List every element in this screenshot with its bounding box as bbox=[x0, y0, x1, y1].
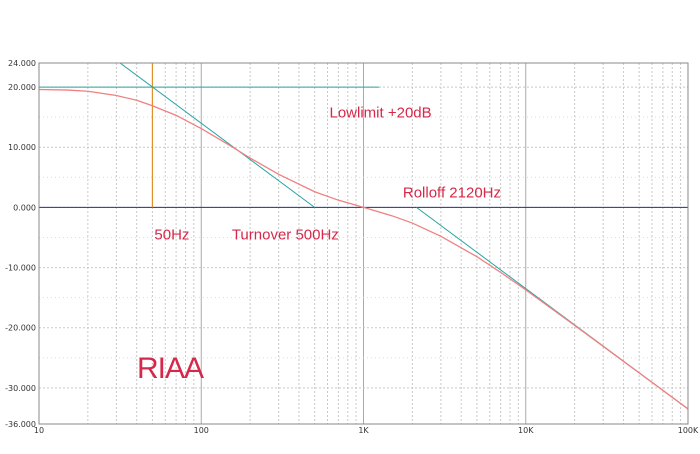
asymptote-line bbox=[119, 62, 315, 208]
x-tick-label: 100K bbox=[678, 426, 699, 435]
annotation-label: 50Hz bbox=[154, 226, 189, 243]
y-tick-label: -20.000 bbox=[5, 324, 36, 333]
annotation-label: Rolloff 2120Hz bbox=[403, 184, 501, 201]
annotation-label: Turnover 500Hz bbox=[232, 226, 339, 243]
y-tick-label: 10.000 bbox=[8, 143, 36, 152]
y-tick-label: 24.000 bbox=[8, 59, 36, 68]
annotation-label: Lowlimit +20dB bbox=[330, 104, 432, 121]
y-tick-label: 20.000 bbox=[8, 83, 36, 92]
x-tick-label: 1K bbox=[358, 426, 369, 435]
plot-frame bbox=[38, 62, 689, 425]
y-axis-tick-labels: 24.000 20.000 10.000 0.000 -10.000 -20.000 -30… bbox=[5, 59, 36, 429]
y-tick-label: -30.000 bbox=[5, 384, 36, 393]
y-tick-label: -10.000 bbox=[5, 264, 36, 273]
series-line-riaa-response bbox=[38, 88, 689, 410]
chart-title: RIAA bbox=[137, 352, 204, 385]
y-tick-label: 0.000 bbox=[13, 203, 36, 212]
x-tick-label: 10 bbox=[34, 426, 44, 435]
x-tick-label: 10K bbox=[518, 426, 534, 435]
x-axis-tick-labels: 10 100 1K 10K 100K bbox=[34, 426, 699, 435]
annotations: Lowlimit +20dB Rolloff 2120Hz 50Hz Turnover… bbox=[154, 104, 501, 243]
x-tick-label: 100 bbox=[194, 426, 209, 435]
series-lines bbox=[38, 88, 689, 410]
y-tick-label: -36.000 bbox=[5, 420, 36, 429]
